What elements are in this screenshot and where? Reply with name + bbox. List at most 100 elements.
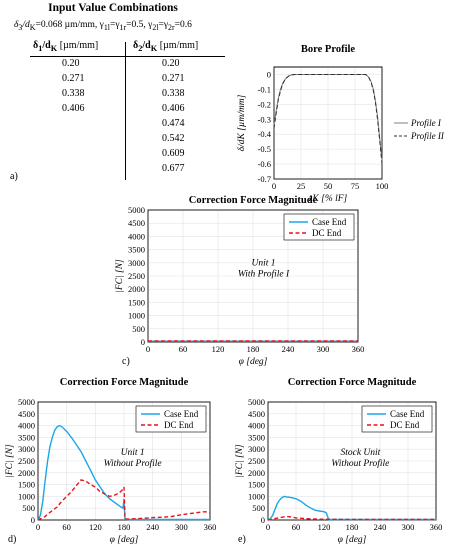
table-subtitle: δ3/dK=0.068 µm/mm, γ1l=γ1r=0.5, γ2l=γ2r=… — [14, 20, 192, 32]
table-cell: 0.20 — [62, 58, 80, 69]
x-tick-label: 0 — [272, 181, 276, 191]
y-tick-label: 2000 — [18, 468, 35, 478]
x-tick-label: 180 — [118, 522, 131, 532]
chart-title: Correction Force Magnitude — [60, 377, 189, 388]
table-col2-header: δ2/dK [µm/mm] — [133, 40, 198, 53]
y-tick-label: 0 — [141, 337, 145, 347]
series-line — [37, 479, 211, 521]
table-col2: 0.20 0.271 0.338 0.406 0.474 0.542 0.609… — [162, 58, 185, 178]
y-tick-label: 500 — [252, 503, 265, 513]
y-tick-label: 500 — [132, 324, 145, 334]
table-cell: 0.406 — [162, 103, 185, 114]
table-cell: 0.677 — [162, 163, 185, 174]
table-col1-header: δ1/dK [µm/mm] — [33, 40, 98, 53]
x-tick-label: 50 — [324, 181, 333, 191]
y-tick-label: -0.5 — [258, 144, 271, 154]
legend-box — [135, 405, 207, 433]
chart-title: Correction Force Magnitude — [189, 195, 318, 206]
table-cell: 0.474 — [162, 118, 185, 129]
x-tick-label: 180 — [247, 344, 260, 354]
y-axis-label: |FC| [N] — [115, 259, 125, 293]
y-tick-label: 4000 — [248, 421, 265, 431]
header-part: /d — [42, 40, 51, 51]
y-tick-label: 0 — [261, 515, 265, 525]
x-axis-label: φ [deg] — [239, 357, 268, 367]
y-tick-label: 4000 — [128, 231, 145, 241]
header-sub: 2 — [138, 44, 143, 53]
y-tick-label: 2000 — [128, 284, 145, 294]
y-tick-label: 2500 — [248, 456, 265, 466]
y-tick-label: -0.7 — [258, 174, 271, 184]
y-tick-label: 2000 — [248, 468, 265, 478]
table-cell: 0.542 — [162, 133, 185, 144]
x-tick-label: 0 — [146, 344, 150, 354]
y-tick-label: 4500 — [248, 409, 265, 419]
subtitle-part: =γ — [158, 20, 169, 30]
header-sub: K — [150, 44, 158, 53]
x-tick-label: 360 — [430, 522, 443, 532]
header-part: δ — [33, 40, 39, 51]
subtitle-part: =0.068 µm/mm, γ — [35, 20, 104, 30]
y-tick-label: 3500 — [248, 432, 265, 442]
chart-force-d: 0500100015002000250030003500400045005000… — [5, 377, 216, 545]
chart-title: Correction Force Magnitude — [288, 377, 417, 388]
x-axis-label: φ [deg] — [110, 535, 139, 545]
x-tick-label: 240 — [146, 522, 159, 532]
chart-annotation: Unit 1 — [121, 448, 145, 458]
x-tick-label: 0 — [36, 522, 40, 532]
y-tick-label: 4000 — [18, 421, 35, 431]
legend-label: Profile I — [410, 118, 442, 128]
x-tick-label: 120 — [89, 522, 102, 532]
y-tick-label: 2500 — [18, 456, 35, 466]
x-tick-label: 240 — [374, 522, 387, 532]
y-tick-label: 0 — [267, 69, 271, 79]
chart-annotation: Without Profile — [104, 458, 162, 469]
y-tick-label: -0.6 — [258, 159, 271, 169]
legend-box — [361, 405, 433, 433]
y-tick-label: 5000 — [248, 397, 265, 407]
header-unit: [µm/mm] — [157, 40, 199, 51]
y-tick-label: 5000 — [128, 205, 145, 215]
header-part: δ — [133, 40, 139, 51]
chart-force-c: 0500100015002000250030003500400045005000… — [115, 195, 364, 367]
x-tick-label: 360 — [352, 344, 365, 354]
panel-label: c) — [122, 356, 130, 367]
series-line — [273, 74, 383, 165]
subtitle-part: δ — [14, 20, 19, 30]
y-tick-label: -0.4 — [258, 129, 272, 139]
subtitle-sub: 2l — [152, 22, 159, 32]
series-line — [37, 424, 210, 521]
y-tick-label: -0.1 — [258, 84, 271, 94]
y-tick-label: 4500 — [128, 218, 145, 228]
legend-label: DC End — [164, 420, 194, 430]
table-cell: 0.609 — [162, 148, 185, 159]
chart-annotation: Unit 1 — [251, 258, 275, 268]
plot-frame-border — [37, 401, 211, 521]
x-tick-label: 120 — [212, 344, 225, 354]
subtitle-sub: 3 — [18, 22, 23, 32]
chart-bore-profile: 0-0.1-0.2-0.3-0.4-0.5-0.6-0.70 25 50 75 100B… — [237, 44, 445, 204]
panel-label-a: a) — [10, 171, 18, 182]
y-tick-label: 3000 — [248, 444, 265, 454]
table-title: Input Value Combinations — [48, 2, 178, 14]
x-tick-label: 120 — [318, 522, 331, 532]
y-tick-label: -0.3 — [258, 114, 271, 124]
legend-label: Profile II — [410, 131, 445, 141]
legend-label: DC End — [390, 420, 420, 430]
x-tick-label: 60 — [62, 522, 71, 532]
table-col1: 0.20 0.271 0.338 0.406 — [62, 58, 85, 118]
y-tick-label: 1500 — [18, 480, 35, 490]
header-sub: 1 — [38, 44, 43, 53]
y-axis-label: |FC| [N] — [5, 444, 15, 478]
y-axis-label: |FC| [N] — [235, 444, 245, 478]
y-tick-label: 1000 — [18, 491, 35, 501]
chart-title: Bore Profile — [301, 44, 355, 55]
y-tick-label: 3500 — [128, 245, 145, 255]
x-tick-label: 60 — [179, 344, 188, 354]
header-unit: [µm/mm] — [57, 40, 99, 51]
legend-label: Case End — [390, 409, 425, 419]
series-line — [267, 495, 436, 521]
y-tick-label: 1000 — [128, 311, 145, 321]
x-tick-label: 75 — [351, 181, 360, 191]
